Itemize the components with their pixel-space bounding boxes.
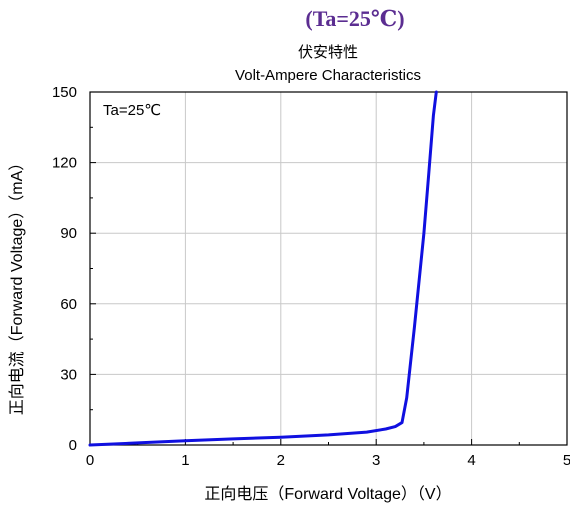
x-axis-label: 正向电压（Forward Voltage）（V）: [204, 485, 451, 503]
x-tick-label: 4: [467, 452, 475, 469]
x-tick-label: 3: [372, 452, 380, 469]
x-tick-label: 2: [277, 452, 285, 469]
y-tick-label: 30: [60, 366, 77, 383]
page-heading: (Ta=25℃): [305, 6, 405, 31]
grid-lines: [90, 92, 567, 445]
chart-title-cn: 伏安特性: [298, 43, 358, 61]
y-axis-label: 正向电流（Forward Voltage）（mA）: [8, 155, 26, 416]
x-tick-label: 1: [181, 452, 189, 469]
chart-title: Volt-Ampere Characteristics: [235, 67, 421, 84]
plot-frame: [89, 91, 568, 446]
y-tick-label: 0: [69, 437, 77, 454]
x-tick-label: 0: [86, 452, 94, 469]
y-tick-label: 120: [52, 155, 77, 172]
x-tick-label: 5: [563, 452, 570, 469]
series-line: [88, 90, 438, 447]
tick-labels: 0 1 2 3 4 5 0 30 60 90 120 150: [52, 84, 570, 469]
axis-ticks: [89, 91, 568, 446]
y-tick-label: 60: [60, 296, 77, 313]
annotation-label: Ta=25℃: [103, 102, 161, 119]
y-tick-label: 90: [60, 225, 77, 242]
y-tick-label: 150: [52, 84, 77, 101]
